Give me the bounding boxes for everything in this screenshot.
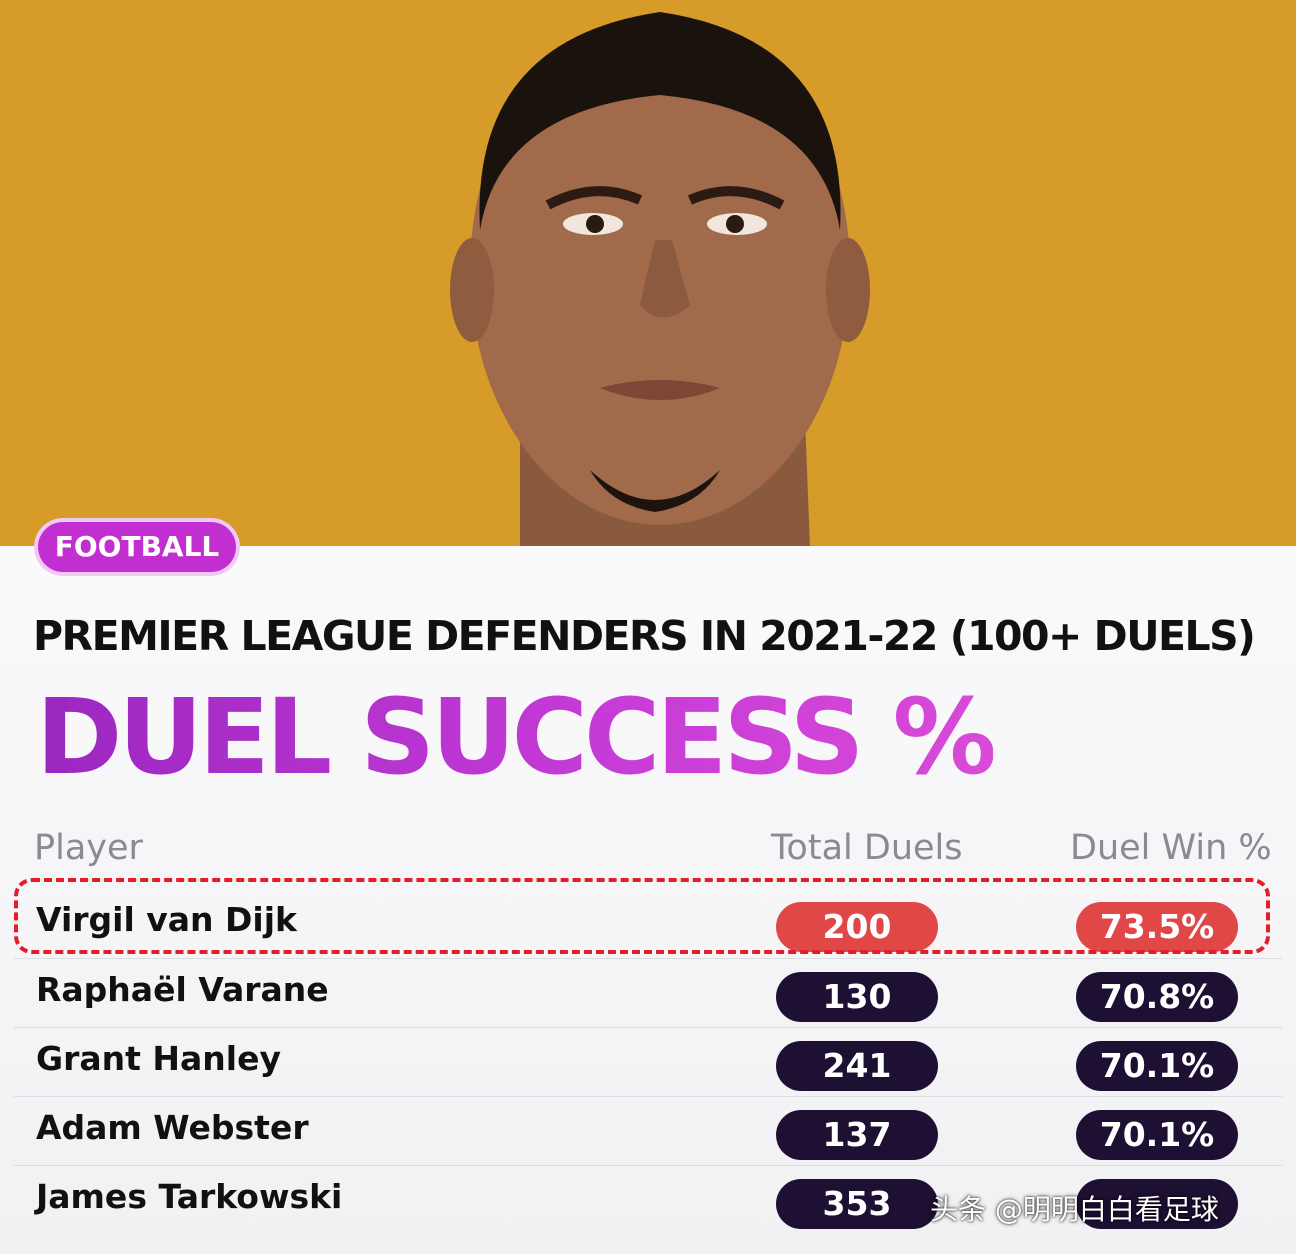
player-name: Adam Webster (36, 1108, 309, 1147)
table-row: Virgil van Dijk 200 73.5% (14, 888, 1282, 956)
player-name: Raphaël Varane (36, 970, 329, 1009)
watermark-text: 头条 @明明白白看足球 (930, 1193, 1219, 1226)
table-row: James Tarkowski 353 (14, 1165, 1282, 1233)
chart-subtitle: PREMIER LEAGUE DEFENDERS IN 2021-22 (100… (33, 612, 1256, 660)
total-duels-value: 137 (776, 1110, 938, 1160)
duel-win-value: 73.5% (1076, 902, 1238, 952)
column-header-player: Player (34, 828, 143, 868)
chart-title: DUEL SUCCESS % (36, 676, 997, 798)
duel-win-value (1076, 1179, 1238, 1229)
row-divider (14, 1027, 1282, 1028)
table-row: Raphaël Varane 130 70.8% (14, 958, 1282, 1026)
column-header-duel-win: Duel Win % (1070, 828, 1272, 868)
player-name: Grant Hanley (36, 1039, 281, 1078)
row-divider (14, 1096, 1282, 1097)
player-portrait-illustration (450, 12, 870, 546)
row-divider (14, 958, 1282, 959)
duel-win-value: 70.1% (1076, 1041, 1238, 1091)
row-divider (14, 1165, 1282, 1166)
player-name: Virgil van Dijk (36, 900, 298, 939)
total-duels-value: 200 (776, 902, 938, 952)
player-name: James Tarkowski (36, 1177, 343, 1216)
player-photo (0, 0, 1296, 546)
duel-win-value: 70.8% (1076, 972, 1238, 1022)
total-duels-value: 130 (776, 972, 938, 1022)
total-duels-value: 353 (776, 1179, 938, 1229)
duel-win-value: 70.1% (1076, 1110, 1238, 1160)
total-duels-value: 241 (776, 1041, 938, 1091)
column-header-total-duels: Total Duels (771, 828, 963, 868)
table-row: Grant Hanley 241 70.1% (14, 1027, 1282, 1095)
category-badge: FOOTBALL (38, 522, 236, 572)
table-row: Adam Webster 137 70.1% (14, 1096, 1282, 1164)
